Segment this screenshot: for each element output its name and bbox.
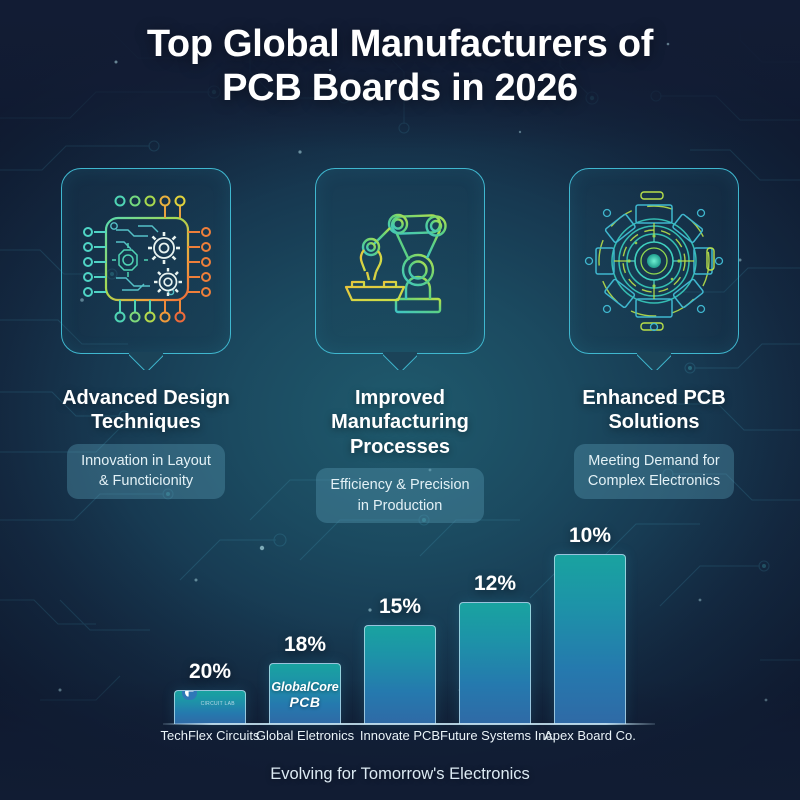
- card-title-line-1: Enhanced PCB: [582, 387, 726, 409]
- card-subtitle-line-1: Innovation in Layout: [81, 452, 211, 469]
- bubble-tail: [637, 352, 671, 370]
- bar-value-label: 15%: [378, 595, 422, 618]
- bar-column[interactable]: TechFlexCIRCUIT LAB 20%: [170, 517, 250, 724]
- title-line-1: Top Global Manufacturers of: [146, 23, 654, 65]
- feature-cards: Advanced Design Techniques Innovation in…: [0, 168, 800, 524]
- category-label: Global Eletronics: [255, 728, 355, 743]
- chart-baseline: [163, 723, 655, 725]
- logo-line-2: CIRCUIT LAB: [200, 701, 235, 707]
- techflex-logo: TechFlexCIRCUIT LAB: [175, 691, 245, 710]
- feature-card-improved-manufacturing[interactable]: Improved Manufacturing Processes Efficie…: [276, 168, 524, 524]
- background-top-fade: [0, 0, 800, 150]
- logo-line-2: PCB: [289, 693, 321, 710]
- card-title: Improved Manufacturing Processes: [276, 386, 524, 459]
- card-title: Enhanced PCB Solutions: [530, 386, 778, 435]
- card-subtitle: Efficiency & Precision in Production: [316, 468, 484, 524]
- microchip-gears-icon: [83, 195, 211, 323]
- bar[interactable]: [364, 625, 436, 724]
- card-title: Advanced Design Techniques: [22, 386, 270, 435]
- card-subtitle-line-1: Meeting Demand for: [588, 452, 720, 469]
- card-title-line-2: Techniques: [91, 411, 201, 434]
- card-title-line-1: Advanced Design: [62, 387, 230, 409]
- bar-value-label: 12%: [473, 572, 517, 595]
- bubble-tail: [129, 352, 163, 370]
- bar[interactable]: [554, 554, 626, 724]
- category-label: Apex Board Co.: [544, 728, 636, 743]
- category-labels: TechFlex Circuits Global Eletronics Innova…: [161, 728, 645, 752]
- card-subtitle-line-2: & Functicionity: [98, 473, 194, 490]
- card-title-line-2: Solutions: [608, 411, 700, 434]
- bar-column[interactable]: 12%: [455, 517, 535, 724]
- tagline: Evolving for Tomorrow's Electronics: [270, 765, 530, 783]
- feature-card-advanced-design[interactable]: Advanced Design Techniques Innovation in…: [22, 168, 270, 499]
- card-title-line-3: Processes: [349, 435, 451, 458]
- icon-bubble: [315, 168, 485, 354]
- bar-column[interactable]: 15%: [360, 517, 440, 724]
- card-title-line-2: Manufacturing: [331, 411, 469, 434]
- card-subtitle-line-2: Complex Electronics: [587, 473, 721, 490]
- bar[interactable]: [459, 602, 531, 724]
- category-label: Innovate PCB: [359, 728, 441, 743]
- robotic-arm-icon: [344, 213, 447, 314]
- bar-value-label: 10%: [568, 524, 612, 547]
- bar-column[interactable]: GlobalCore PCB 18%: [265, 517, 345, 724]
- bar[interactable]: GlobalCore PCB: [269, 663, 341, 724]
- page-title: Top Global Manufacturers of PCB Boards i…: [0, 22, 800, 111]
- card-title-line-1: Improved: [354, 387, 446, 409]
- card-subtitle: Meeting Demand for Complex Electronics: [573, 443, 735, 499]
- title-line-2: PCB Boards in 2026: [222, 67, 578, 110]
- feature-card-enhanced-pcb[interactable]: Enhanced PCB Solutions Meeting Demand fo…: [530, 168, 778, 499]
- category-label: TechFlex Circuits: [160, 728, 260, 743]
- techflex-mark-icon: [181, 691, 197, 700]
- card-subtitle-line-2: in Production: [357, 497, 443, 514]
- icon-bubble: [569, 168, 739, 354]
- bar-column[interactable]: 10%: [550, 517, 630, 724]
- card-subtitle-line-1: Efficiency & Precision: [330, 477, 470, 494]
- globalcore-logo: GlobalCore PCB: [270, 681, 340, 710]
- bar[interactable]: TechFlexCIRCUIT LAB: [174, 690, 246, 724]
- bubble-tail: [383, 352, 417, 370]
- card-subtitle: Innovation in Layout & Functicionity: [67, 443, 225, 499]
- bar-value-label: 20%: [188, 660, 232, 683]
- logo-line-1: GlobalCore: [271, 680, 339, 695]
- category-label: Future Systems Inc.: [440, 728, 556, 743]
- bar-value-label: 18%: [283, 633, 327, 656]
- circuit-hub-icon: [584, 191, 724, 332]
- icon-bubble: [61, 168, 231, 354]
